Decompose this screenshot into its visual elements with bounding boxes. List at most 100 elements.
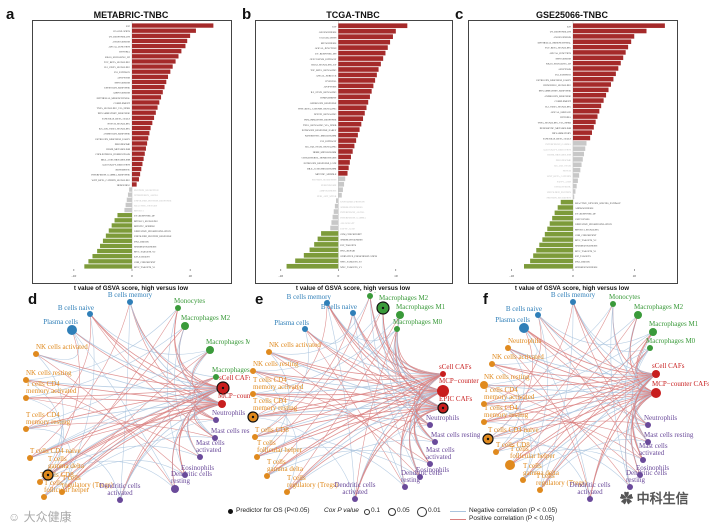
cell-label: Dendritic cells resting: [171, 470, 212, 485]
correlation-edge: [35, 353, 224, 389]
correlation-edge: [89, 313, 224, 389]
correlation-edge: [25, 307, 179, 381]
bar: [132, 120, 153, 126]
cell-label: T cells CD4 memory activated: [26, 380, 77, 395]
correlation-edge: [193, 403, 223, 439]
correlation-edge: [537, 314, 644, 461]
bar-label: ESTROGEN_RESPONSE_EARLY: [302, 129, 337, 132]
correlation-edge: [89, 313, 216, 439]
x-tick-label: 0: [131, 274, 133, 278]
bar: [132, 146, 146, 151]
correlation-edge: [507, 347, 591, 500]
bar-label: FATTY_ACID: [340, 228, 355, 231]
correlation-edge: [483, 347, 651, 423]
bar-label: PI3K_AKT_MTOR: [317, 195, 337, 198]
correlation-edge: [25, 313, 92, 430]
bar-label: UNFOLDED_PROTEIN_RESPONSE: [134, 235, 172, 238]
bar: [338, 176, 346, 182]
bar-label: APOPTOSIS: [117, 76, 130, 79]
x-tick-label: 0: [337, 274, 339, 278]
correlation-edge: [632, 392, 657, 461]
cell-node: [324, 300, 330, 306]
bar-label: GLYCOLYSIS_PATHWAY: [310, 58, 337, 61]
cell-label: NK cells activated: [492, 353, 544, 361]
bar: [573, 189, 576, 194]
cell-label: Macrophages M0: [393, 318, 443, 326]
legend-negative: Negative correlation (P < 0.05): [469, 507, 558, 514]
correlation-edge: [29, 301, 131, 459]
bar: [321, 231, 339, 236]
correlation-edge: [634, 392, 657, 426]
bar: [338, 67, 379, 72]
correlation-edge: [409, 407, 444, 478]
bar-label: MYC_TARGETS_V1: [340, 266, 362, 269]
bar-label: PEROXISOME: [556, 159, 572, 162]
bar: [132, 151, 145, 156]
bar: [338, 187, 343, 193]
correlation-edge: [254, 435, 406, 488]
bar-label: ADIPOGENESIS: [319, 189, 337, 192]
correlation-edge: [61, 387, 224, 493]
bar: [573, 82, 611, 87]
bar-label: PEROXISOME: [321, 184, 337, 187]
bar-label: IL6_JAK_STAT3: [554, 164, 572, 167]
cell-label: Mast cells resting: [644, 431, 694, 439]
correlation-edge: [252, 370, 444, 381]
bar-label: MYOGENESIS: [321, 42, 337, 45]
x-tick-label: -10: [509, 274, 514, 278]
cell-node: [520, 477, 526, 483]
bar: [332, 214, 339, 220]
bar: [573, 178, 578, 184]
bar: [547, 226, 573, 232]
bar-label: EPITHELIAL_MESENCHYMAL: [538, 41, 572, 44]
correlation-edge: [509, 392, 657, 466]
bar: [132, 136, 149, 141]
correlation-edge: [491, 303, 614, 365]
bar: [573, 55, 624, 61]
cell-node: [67, 325, 77, 335]
correlation-edge: [491, 363, 657, 394]
correlation-edge: [636, 331, 657, 394]
cell-label: Eosinophils: [636, 464, 669, 472]
correlation-edge: [25, 379, 63, 498]
predictor-dot: [486, 437, 490, 441]
bar: [338, 105, 367, 111]
cell-node: [23, 377, 29, 383]
bar: [132, 166, 142, 172]
bar: [132, 115, 155, 120]
bar: [100, 243, 132, 249]
bar-label: EPITHELIAL_MESENCHYMAL: [97, 97, 131, 100]
correlation-edge: [268, 351, 421, 478]
cell-label: Monocytes: [609, 293, 640, 301]
correlation-edge: [178, 403, 223, 476]
bar-label: E2F: [332, 25, 337, 28]
correlation-edge: [632, 373, 657, 461]
network-panel-f: B cells naive B cells memory Plasma cells M…: [480, 292, 709, 502]
cell-node: [182, 472, 188, 478]
correlation-edge: [196, 387, 224, 405]
bar: [92, 254, 132, 259]
correlation-edge: [252, 393, 298, 493]
bar-title-a: METABRIC-TNBC: [93, 10, 169, 20]
bar-label: ANGIOGENESIS: [112, 40, 130, 43]
cell-node: [647, 345, 653, 351]
cell-node: [402, 484, 408, 490]
correlation-edge: [304, 328, 444, 375]
cell-label: Eosinophils: [416, 466, 449, 474]
panel-letter-e: e: [255, 291, 264, 308]
correlation-edge: [539, 392, 657, 491]
bar: [338, 121, 362, 127]
bar-chart-a: E2F COAGULATION UV_RESPONSE_DN ANGIOGENESIS…: [32, 20, 232, 284]
correlation-edge: [268, 351, 444, 377]
correlation-edge: [39, 329, 80, 483]
correlation-edge: [47, 445, 201, 476]
cell-node: [23, 395, 29, 401]
bar-label: ALLOGRAFT_REJECTION: [543, 148, 571, 151]
bar-label: E2F_TARGETS: [134, 256, 150, 259]
watermark-left-icon: ☺: [8, 510, 24, 524]
bar-label: MTORC1_SIGNALING: [575, 228, 599, 231]
bar: [573, 92, 607, 98]
cell-node: [394, 326, 400, 332]
bar: [338, 160, 350, 165]
bar: [338, 56, 384, 61]
